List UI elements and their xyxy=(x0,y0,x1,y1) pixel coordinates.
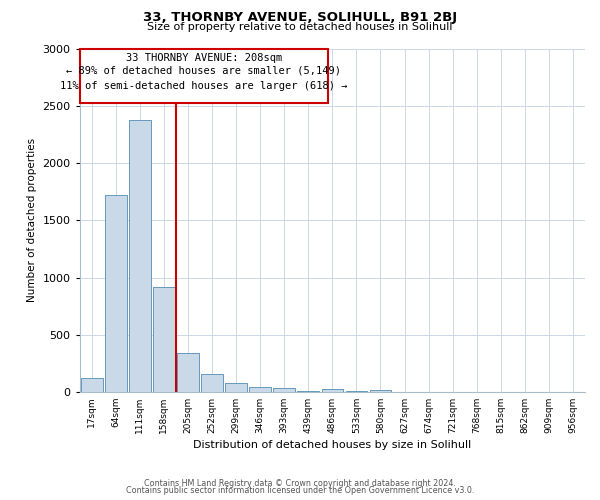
Text: Contains HM Land Registry data © Crown copyright and database right 2024.: Contains HM Land Registry data © Crown c… xyxy=(144,478,456,488)
Bar xyxy=(81,378,103,392)
Text: 33 THORNBY AVENUE: 208sqm: 33 THORNBY AVENUE: 208sqm xyxy=(125,53,282,63)
Bar xyxy=(322,389,343,392)
Bar xyxy=(274,388,295,392)
Bar xyxy=(177,353,199,392)
Text: Size of property relative to detached houses in Solihull: Size of property relative to detached ho… xyxy=(147,22,453,32)
Bar xyxy=(201,374,223,392)
Bar xyxy=(346,391,367,392)
FancyBboxPatch shape xyxy=(80,49,328,102)
Bar xyxy=(153,286,175,392)
Bar xyxy=(250,386,271,392)
Bar xyxy=(225,382,247,392)
Y-axis label: Number of detached properties: Number of detached properties xyxy=(27,138,37,302)
Text: 11% of semi-detached houses are larger (618) →: 11% of semi-detached houses are larger (… xyxy=(60,81,347,91)
Text: ← 89% of detached houses are smaller (5,149): ← 89% of detached houses are smaller (5,… xyxy=(66,66,341,76)
Bar xyxy=(370,390,391,392)
Text: 33, THORNBY AVENUE, SOLIHULL, B91 2BJ: 33, THORNBY AVENUE, SOLIHULL, B91 2BJ xyxy=(143,11,457,24)
X-axis label: Distribution of detached houses by size in Solihull: Distribution of detached houses by size … xyxy=(193,440,472,450)
Bar xyxy=(298,391,319,392)
Text: Contains public sector information licensed under the Open Government Licence v3: Contains public sector information licen… xyxy=(126,486,474,495)
Bar xyxy=(105,196,127,392)
Bar xyxy=(129,120,151,392)
